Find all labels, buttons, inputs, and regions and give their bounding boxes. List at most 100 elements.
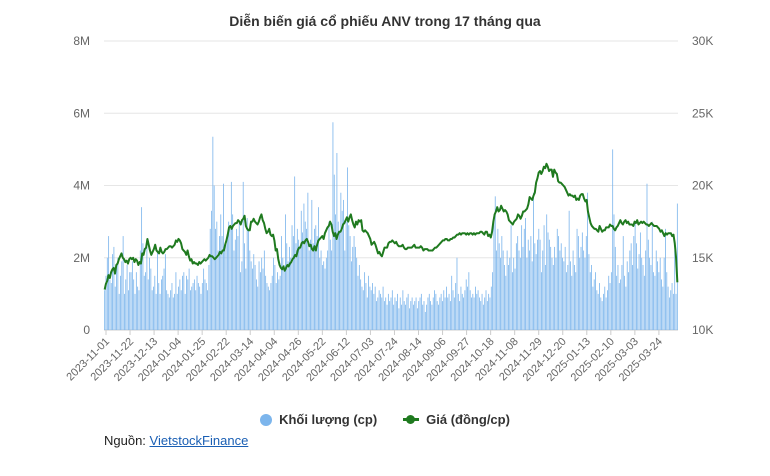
volume-bar	[420, 293, 422, 331]
right-axis-tick: 30K	[692, 34, 713, 48]
volume-bar	[303, 203, 305, 330]
source-prefix: Nguồn:	[104, 433, 150, 448]
volume-bar	[500, 257, 501, 330]
volume-bar	[480, 301, 482, 330]
legend-price-swatch	[403, 415, 420, 424]
volume-bar	[427, 297, 429, 330]
volume-bar	[209, 228, 211, 330]
volume-bar	[639, 232, 641, 330]
volume-bar	[126, 264, 128, 330]
volume-bar	[556, 228, 558, 330]
volume-bar	[413, 304, 414, 330]
volume-bar	[521, 225, 523, 330]
volume-bar	[349, 236, 351, 330]
volume-bar	[160, 279, 162, 330]
volume-bar	[159, 293, 161, 331]
volume-bar	[456, 257, 458, 330]
volume-bar	[581, 232, 583, 330]
volume-bar	[629, 250, 631, 330]
volume-bar	[332, 122, 334, 330]
volume-bar	[530, 236, 532, 330]
right-axis-tick: 15K	[692, 251, 713, 265]
volume-bar	[343, 199, 344, 330]
volume-bar	[373, 293, 375, 331]
volume-bar	[275, 283, 277, 330]
volume-bar	[455, 283, 457, 330]
volume-bar	[576, 228, 578, 330]
volume-bar	[377, 297, 379, 330]
volume-bar	[461, 293, 463, 331]
volume-bar	[650, 264, 652, 330]
volume-bar	[385, 297, 387, 330]
volume-bar	[526, 257, 528, 330]
right-axis: 10K 15K 20K 25K 30K	[692, 34, 713, 337]
volume-bar	[265, 275, 267, 330]
legend-item-price[interactable]: Giá (đồng/cp)	[403, 412, 510, 427]
volume-bar	[142, 243, 144, 330]
volume-bar	[263, 250, 265, 330]
volume-bar	[572, 250, 574, 330]
volume-bar	[291, 225, 293, 330]
price-line	[103, 162, 679, 290]
legend-item-volume[interactable]: Khối lượng (cp)	[260, 412, 377, 427]
volume-bar	[357, 275, 359, 330]
volume-bar	[267, 286, 269, 330]
volume-bar	[311, 199, 313, 330]
volume-bar	[432, 297, 434, 330]
volume-bar	[224, 246, 226, 330]
volume-bar	[523, 228, 525, 330]
volume-bar	[369, 286, 371, 330]
volume-bar	[321, 264, 323, 330]
volume-bar	[554, 246, 556, 330]
volume-bar	[600, 297, 602, 330]
chart-title: Diễn biến giá cổ phiếu ANV trong 17 thán…	[229, 13, 541, 29]
source-link[interactable]: VietstockFinance	[149, 433, 249, 448]
volume-bar	[339, 232, 340, 330]
volume-bar	[195, 290, 197, 330]
volume-bar	[424, 311, 426, 330]
volume-bar	[508, 264, 509, 330]
volume-bar	[607, 290, 608, 330]
volume-bar	[510, 225, 512, 330]
volume-bar	[435, 293, 437, 331]
volume-bar	[296, 228, 298, 330]
volume-bar	[254, 264, 256, 330]
volume-bar	[259, 272, 261, 330]
volume-bar	[527, 239, 529, 330]
volume-bar	[180, 290, 182, 330]
volume-bar	[579, 257, 581, 330]
volume-bar	[481, 293, 483, 331]
volume-bar	[147, 279, 149, 330]
volume-bar	[157, 250, 158, 330]
volume-bar	[186, 275, 187, 330]
volume-bar	[278, 279, 280, 330]
volume-bar	[447, 297, 449, 330]
volume-bar	[428, 293, 430, 331]
volume-bar	[341, 210, 343, 330]
volume-bar	[543, 225, 545, 330]
volume-bar	[219, 236, 220, 330]
right-axis-tick: 10K	[692, 323, 713, 337]
volume-bar	[205, 283, 207, 330]
volume-bar	[448, 293, 450, 331]
volume-bar	[344, 250, 346, 330]
volume-bar	[139, 250, 141, 330]
volume-bar	[505, 275, 507, 330]
volume-bar	[366, 297, 368, 330]
volume-bar	[546, 214, 548, 330]
volume-bar	[559, 250, 561, 330]
volume-bar	[197, 283, 199, 330]
volume-bar	[290, 257, 292, 330]
volume-bar	[488, 293, 490, 331]
volume-bar	[262, 268, 264, 330]
volume-bar	[616, 275, 618, 330]
volume-bar	[199, 286, 201, 330]
volume-bar	[138, 290, 140, 330]
volume-bar	[135, 272, 137, 330]
volume-bar	[443, 290, 445, 330]
volume-bar	[471, 297, 472, 330]
volume-bar	[531, 261, 533, 330]
volume-bar	[318, 207, 319, 330]
volume-bar	[634, 221, 636, 331]
